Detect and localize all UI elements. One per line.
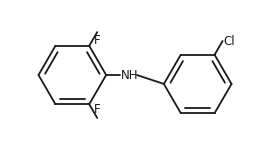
Text: Cl: Cl xyxy=(224,35,235,48)
Text: NH: NH xyxy=(121,69,139,82)
Text: F: F xyxy=(94,34,101,47)
Text: F: F xyxy=(94,103,101,116)
